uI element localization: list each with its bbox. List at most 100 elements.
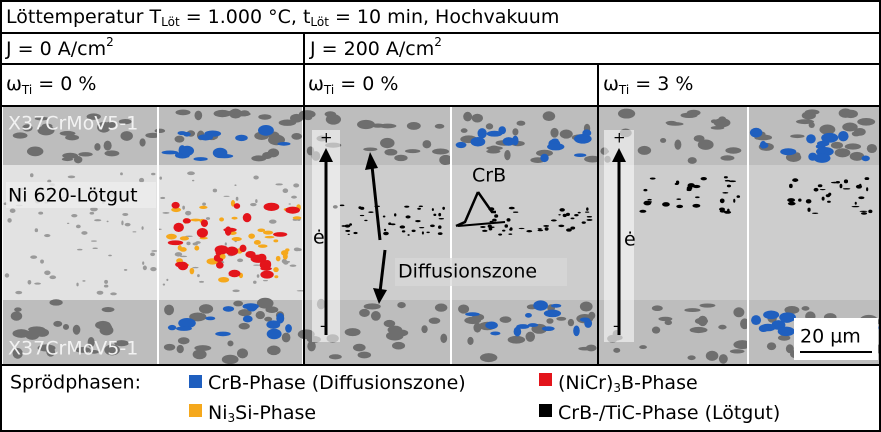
- phase-blob: [498, 233, 503, 236]
- phase-blob: [167, 240, 184, 246]
- phase-blob: [439, 154, 453, 166]
- solder-label: Ni 620-Lötgut: [8, 185, 138, 207]
- phase-blob: [182, 205, 185, 210]
- phase-blob: [813, 187, 819, 192]
- phase-blob: [722, 192, 729, 194]
- phase-blob: [460, 128, 468, 133]
- phase-blob: [212, 188, 218, 193]
- phase-blob: [838, 108, 853, 118]
- phase-blob: [725, 147, 742, 154]
- phase-blob: [38, 211, 44, 215]
- phase-blob: [705, 350, 719, 361]
- phase-blob: [399, 225, 406, 229]
- phase-blob: [264, 235, 275, 239]
- title: Löttemperatur TLöt = 1.000 °C, tLöt = 10…: [6, 6, 559, 29]
- phase-blob: [180, 145, 195, 156]
- phase-blob: [492, 218, 497, 222]
- phase-blob: [231, 236, 242, 242]
- phase-blob: [264, 316, 273, 322]
- phase-blob: [723, 176, 728, 179]
- phase-blob: [784, 305, 800, 314]
- phase-blob: [179, 247, 187, 252]
- phase-blob: [581, 221, 586, 224]
- phase-blob: [167, 324, 177, 331]
- phase-blob: [345, 229, 351, 232]
- phase-blob: [87, 337, 95, 348]
- phase-blob: [543, 309, 562, 318]
- phase-blob: [159, 176, 162, 180]
- phase-blob: [215, 331, 231, 337]
- phase-blob: [455, 141, 467, 149]
- phase-blob: [257, 228, 266, 233]
- phase-pointer: [457, 221, 506, 227]
- plus-label: +: [613, 129, 626, 147]
- phase-pointer: [455, 191, 480, 228]
- phase-blob: [502, 137, 515, 146]
- phase-blob: [199, 280, 204, 283]
- legend-title: Sprödphasen:: [10, 372, 141, 394]
- phase-blob: [858, 196, 865, 200]
- phase-blob: [235, 196, 239, 201]
- phase-blob: [363, 303, 381, 310]
- phase-blob: [110, 292, 117, 296]
- phase-blob: [118, 118, 132, 125]
- phase-blob: [191, 179, 195, 182]
- phase-blob: [76, 282, 79, 287]
- phase-blob: [579, 301, 593, 312]
- phase-blob: [508, 206, 515, 210]
- phase-blob: [275, 183, 283, 186]
- phase-blob: [651, 326, 661, 334]
- phase-blob: [233, 300, 244, 307]
- phase-blob: [380, 137, 395, 149]
- phase-blob: [199, 205, 208, 209]
- phase-blob: [276, 312, 285, 324]
- phase-blob: [547, 143, 565, 151]
- phase-blob: [586, 215, 593, 218]
- phase-blob: [292, 216, 302, 220]
- phase-blob: [787, 201, 796, 206]
- phase-blob: [806, 134, 816, 144]
- phase-blob: [267, 148, 280, 158]
- phase-blob: [438, 225, 442, 229]
- phase-blob: [227, 340, 234, 347]
- phase-blob: [392, 341, 406, 350]
- phase-blob: [66, 222, 70, 225]
- phase-blob: [787, 198, 796, 203]
- phase-blob: [185, 210, 192, 216]
- phase-blob: [417, 207, 421, 210]
- phase-blob: [651, 305, 663, 312]
- phase-blob: [695, 196, 700, 199]
- phase-blob: [96, 290, 104, 295]
- phase-blob: [790, 134, 805, 139]
- phase-blob: [94, 143, 101, 151]
- phase-blob: [808, 122, 815, 128]
- phase-blob: [185, 235, 193, 237]
- phase-blob: [749, 127, 763, 138]
- phase-blob: [805, 199, 812, 204]
- phase-blob: [225, 246, 239, 256]
- phase-blob: [559, 129, 573, 139]
- phase-blob: [676, 198, 682, 200]
- phase-blob: [382, 215, 386, 218]
- phase-blob: [546, 318, 554, 324]
- phase-blob: [437, 232, 443, 235]
- phase-blob: [507, 335, 526, 344]
- phase-blob: [178, 317, 196, 329]
- phase-blob: [281, 332, 291, 343]
- scale-bar-label: 20 µm: [800, 326, 861, 348]
- micrographs: [3, 107, 881, 365]
- phase-blob: [565, 212, 570, 217]
- label-backdrop: [395, 258, 567, 286]
- phase-blob: [861, 155, 870, 162]
- phase-blob: [834, 148, 851, 158]
- phase-blob: [49, 275, 57, 280]
- phase-blob: [269, 219, 277, 224]
- phase-blob: [613, 347, 621, 353]
- phase-blob: [213, 254, 221, 262]
- phase-blob: [637, 145, 652, 155]
- phase-blob: [363, 147, 378, 152]
- phase-blob: [233, 203, 241, 209]
- phase-blob: [795, 119, 814, 125]
- phase-blob: [7, 218, 12, 223]
- phase-blob: [866, 143, 878, 154]
